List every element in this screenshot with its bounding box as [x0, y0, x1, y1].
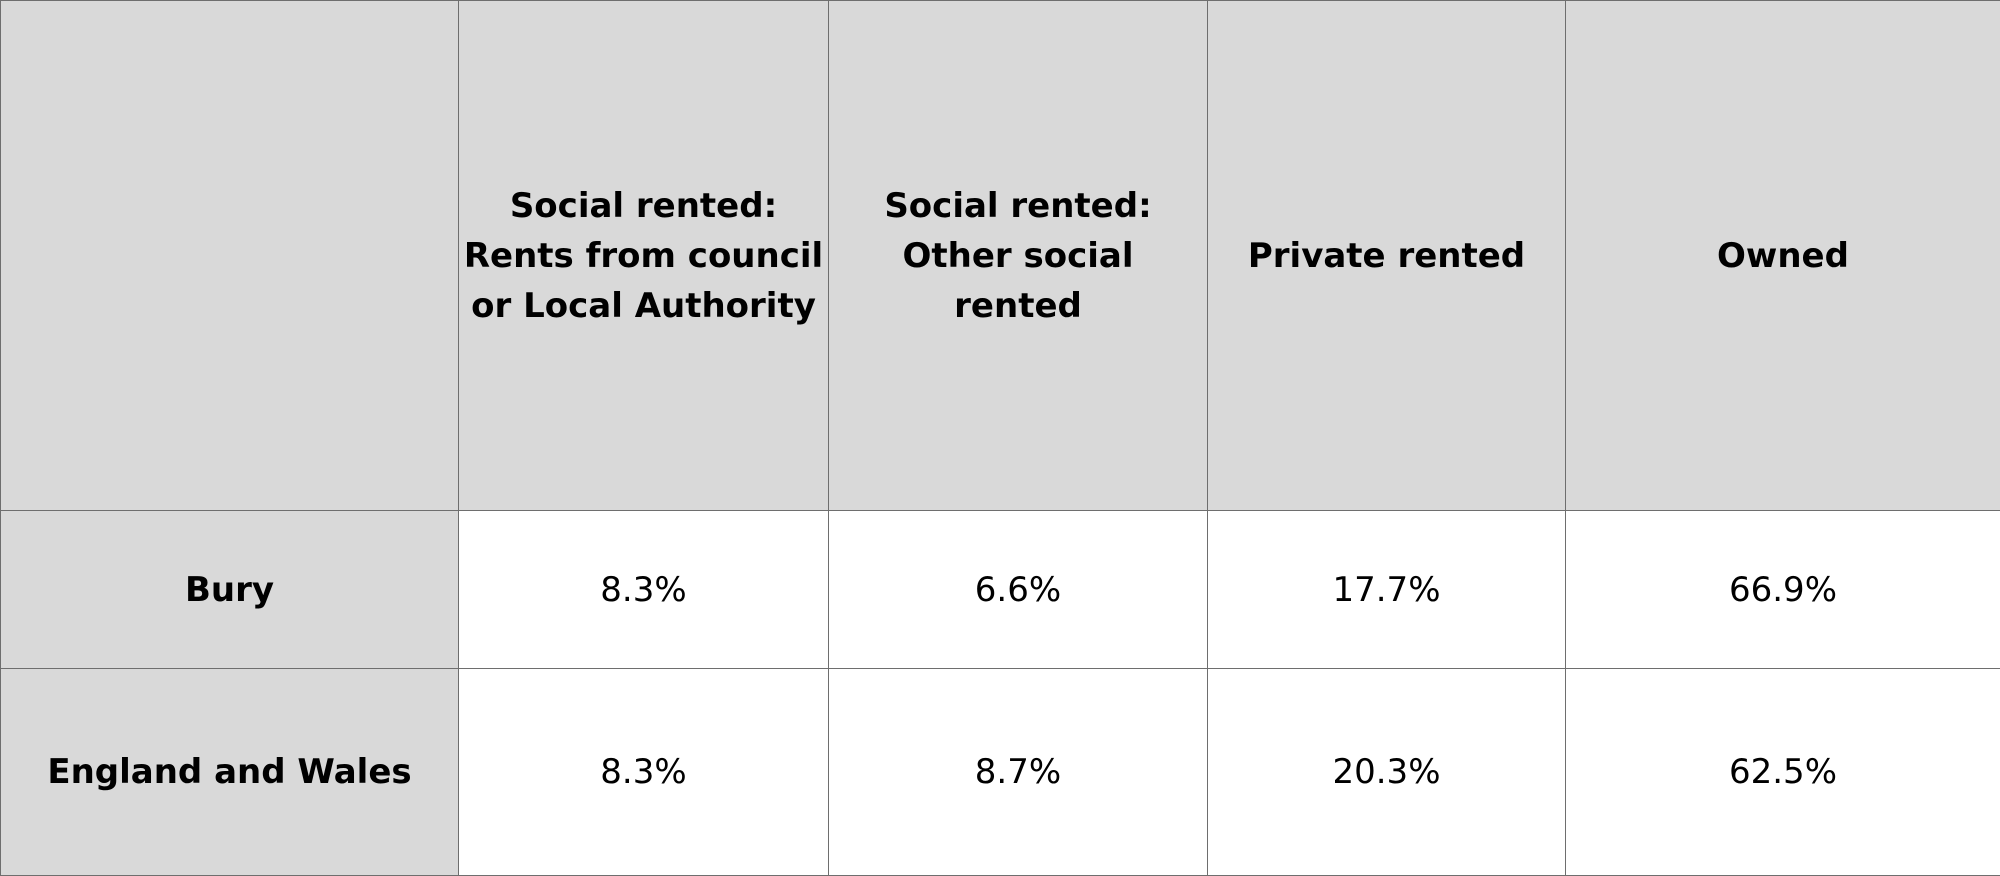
row-header-bury: Bury	[1, 511, 459, 669]
table-row: England and Wales 8.3% 8.7% 20.3% 62.5%	[1, 669, 2000, 876]
column-header-owned: Owned	[1566, 1, 2000, 511]
value-cell: 8.3%	[459, 669, 829, 876]
column-header-council: Social rented: Rents from council or Loc…	[459, 1, 829, 511]
header-row: Social rented: Rents from council or Loc…	[1, 1, 2000, 511]
value-cell: 17.7%	[1208, 511, 1566, 669]
value-cell: 6.6%	[829, 511, 1208, 669]
column-header-private-rented: Private rented	[1208, 1, 1566, 511]
table-row: Bury 8.3% 6.6% 17.7% 66.9%	[1, 511, 2000, 669]
value-cell: 8.7%	[829, 669, 1208, 876]
corner-cell	[1, 1, 459, 511]
column-header-other-social: Social rented: Other social rented	[829, 1, 1208, 511]
value-cell: 66.9%	[1566, 511, 2000, 669]
value-cell: 62.5%	[1566, 669, 2000, 876]
value-cell: 20.3%	[1208, 669, 1566, 876]
row-header-england-and-wales: England and Wales	[1, 669, 459, 876]
value-cell: 8.3%	[459, 511, 829, 669]
